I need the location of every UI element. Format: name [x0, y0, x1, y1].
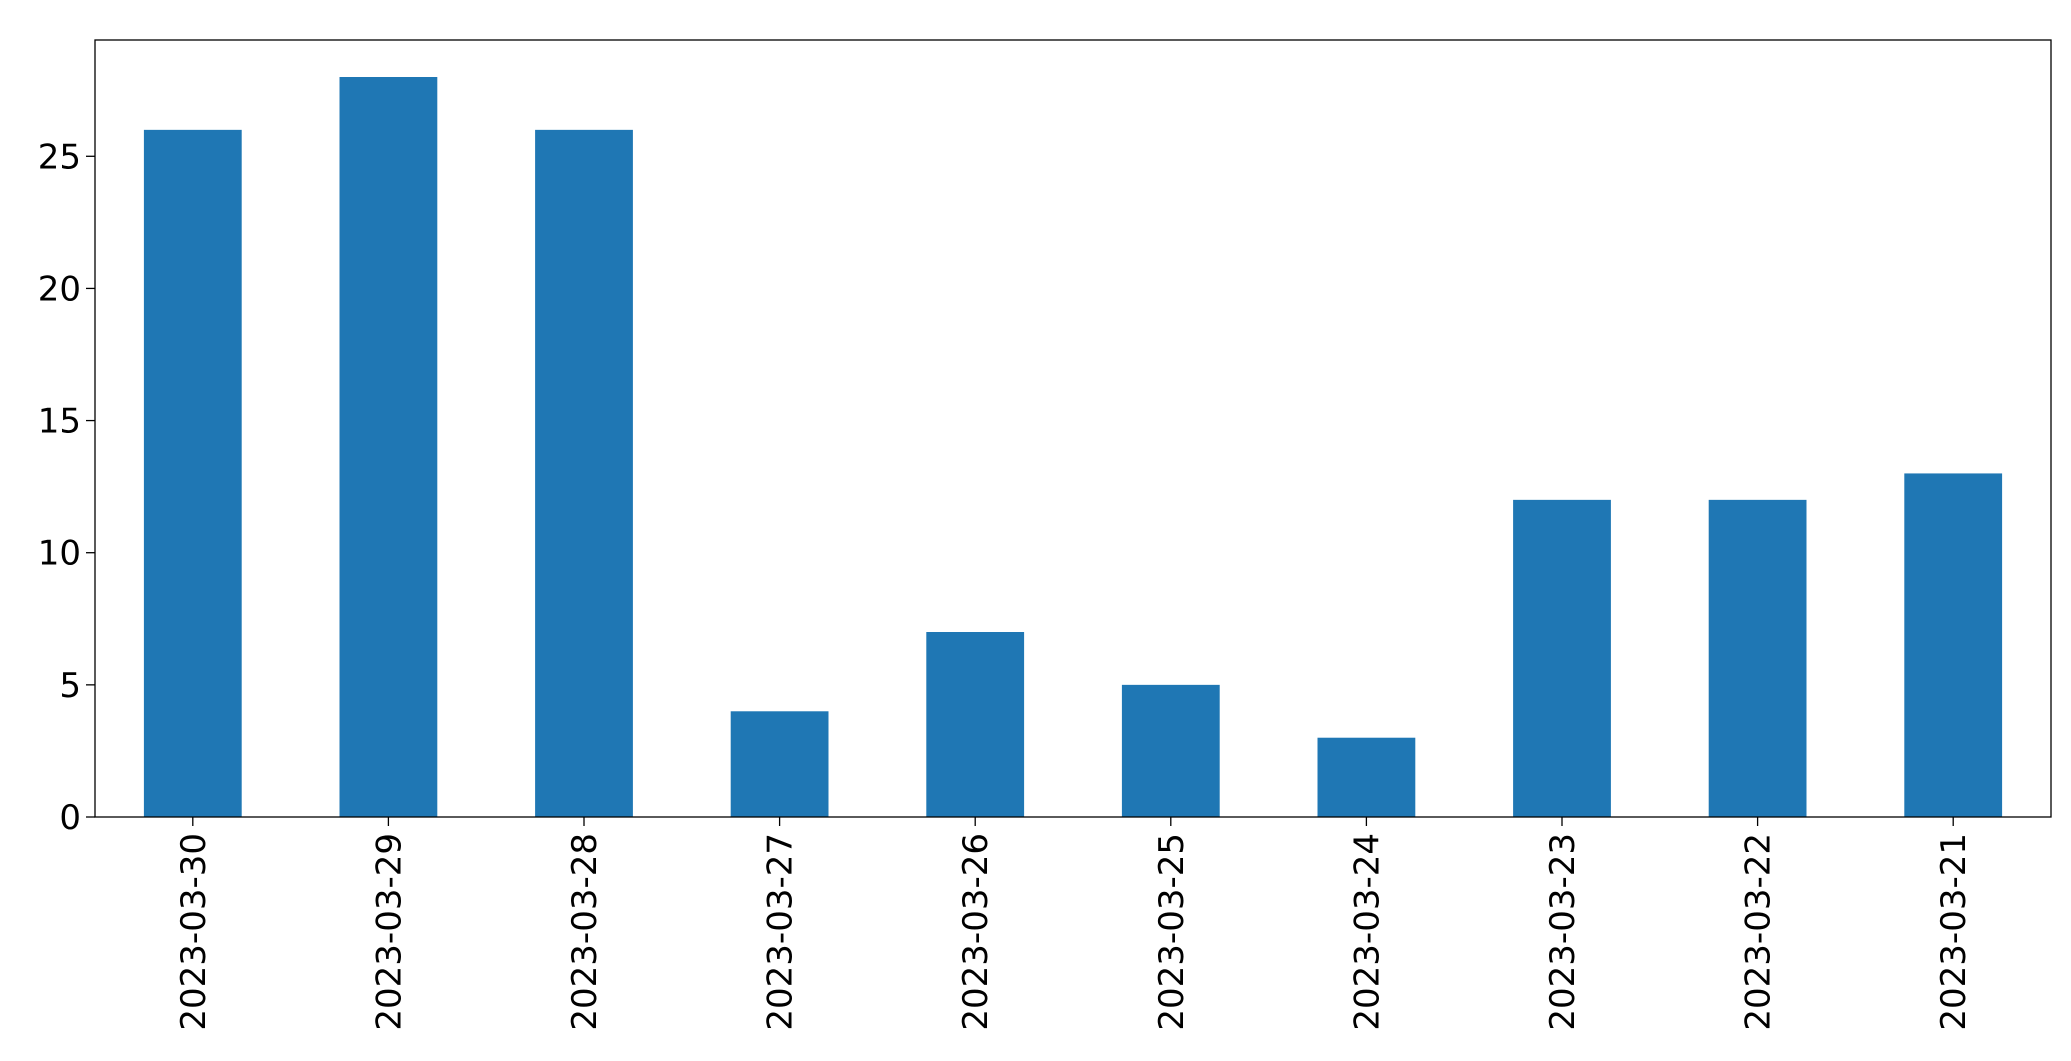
y-tick-label: 10: [38, 534, 81, 574]
x-tick-label: 2023-03-24: [1347, 833, 1387, 1031]
bar: [339, 77, 438, 817]
bar: [1317, 737, 1416, 817]
y-tick-label: 0: [59, 798, 81, 838]
bar: [1513, 499, 1611, 817]
x-tick-label: 2023-03-22: [1739, 833, 1779, 1031]
y-tick-label: 5: [59, 666, 81, 706]
x-tick-label: 2023-03-23: [1543, 833, 1583, 1031]
x-tick-label: 2023-03-30: [174, 833, 214, 1031]
y-tick-label: 15: [38, 402, 81, 442]
bar: [1904, 473, 2003, 817]
plot-frame: [94, 39, 2052, 818]
bar: [926, 632, 1025, 817]
x-tick-label: 2023-03-21: [1934, 833, 1974, 1031]
bar: [730, 711, 829, 817]
bar: [143, 129, 242, 817]
bar: [535, 129, 633, 817]
x-tick-label: 2023-03-26: [956, 833, 996, 1031]
bar: [1121, 684, 1220, 817]
x-tick-label: 2023-03-25: [1152, 833, 1192, 1031]
y-tick-label: 25: [38, 137, 81, 177]
x-tick-label: 2023-03-27: [761, 833, 801, 1031]
x-tick-label: 2023-03-29: [369, 833, 409, 1031]
y-tick-label: 20: [38, 269, 81, 309]
bar: [1708, 499, 1807, 817]
x-tick-label: 2023-03-28: [565, 833, 605, 1031]
